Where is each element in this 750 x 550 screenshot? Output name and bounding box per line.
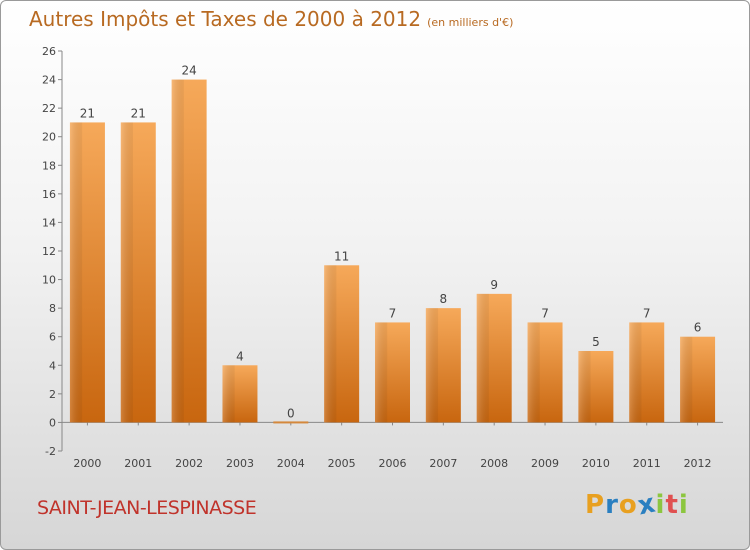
bar-highlight-2010: [578, 351, 591, 423]
commune-name: SAINT-JEAN-LESPINASSE: [37, 497, 257, 519]
logo-letter: t: [665, 490, 679, 520]
data-label-2012: 6: [694, 321, 702, 335]
bar-highlight-2002: [171, 79, 184, 423]
x-tick-label-2007: 2007: [429, 457, 457, 470]
bar-highlight-2003: [222, 365, 235, 423]
y-tick-label: 20: [42, 131, 56, 144]
x-tick-label-2006: 2006: [379, 457, 407, 470]
chart-data-labels: 21 21 24 4 0 11 7 8 9 7 5 7 6: [80, 64, 702, 421]
proxiti-logo: Proxiti: [585, 488, 689, 521]
x-tick-label-2000: 2000: [73, 457, 101, 470]
bar-highlight-2012: [680, 336, 693, 423]
x-tick-label-2003: 2003: [226, 457, 254, 470]
logo-letter: i: [655, 490, 666, 520]
logo-letter: o: [618, 490, 638, 520]
x-tick-label-2011: 2011: [633, 457, 661, 470]
data-label-2002: 24: [181, 64, 196, 78]
x-tick-label-2002: 2002: [175, 457, 203, 470]
x-tick-label-2004: 2004: [277, 457, 305, 470]
x-tick-label-2012: 2012: [684, 457, 712, 470]
y-tick-label: 26: [42, 45, 56, 58]
x-tick-label-2009: 2009: [531, 457, 559, 470]
bar-highlight-2008: [476, 293, 489, 423]
y-tick-label: -2: [45, 445, 56, 458]
x-tick-label-2001: 2001: [124, 457, 152, 470]
y-tick-label: 6: [49, 331, 56, 344]
y-tick-label: 0: [49, 416, 56, 429]
data-label-2008: 9: [490, 278, 498, 292]
data-label-2011: 7: [643, 306, 651, 320]
x-tick-label-2005: 2005: [328, 457, 356, 470]
y-tick-label: 10: [42, 274, 56, 287]
bar-highlight-2000: [69, 122, 83, 423]
bar-highlight-2011: [629, 322, 642, 423]
y-tick-label: 24: [42, 74, 56, 87]
chart-subtitle: (en milliers d'€): [427, 16, 514, 29]
y-tick-label: 18: [42, 159, 56, 172]
data-label-2010: 5: [592, 335, 600, 349]
data-label-2000: 21: [80, 106, 95, 120]
data-label-2003: 4: [236, 349, 244, 363]
x-tick-label-2010: 2010: [582, 457, 610, 470]
data-label-2006: 7: [389, 306, 397, 320]
logo-letter: r: [605, 490, 619, 520]
bar-highlight-2009: [527, 322, 540, 423]
y-tick-label: 8: [49, 302, 56, 315]
logo-letter: i: [678, 490, 689, 520]
y-tick-label: 2: [49, 388, 56, 401]
data-label-2007: 8: [440, 292, 448, 306]
logo-letter: P: [585, 490, 606, 520]
y-tick-label: 4: [49, 359, 56, 372]
y-tick-label: 22: [42, 102, 56, 115]
bar-highlight-2001: [120, 122, 134, 423]
data-label-2004: 0: [287, 406, 295, 420]
chart-title: Autres Impôts et Taxes de 2000 à 2012 (en…: [29, 7, 513, 31]
bar-highlight-2006: [375, 322, 388, 423]
title-text: Autres Impôts et Taxes de 2000 à 2012: [29, 7, 422, 31]
y-tick-label: 16: [42, 188, 56, 201]
bar-2004: [273, 421, 309, 424]
chart-bars: [69, 79, 716, 424]
data-label-2005: 11: [334, 249, 349, 263]
y-tick-label: 14: [42, 216, 56, 229]
data-label-2009: 7: [541, 306, 549, 320]
data-label-2001: 21: [131, 106, 146, 120]
y-tick-label: 12: [42, 245, 56, 258]
x-tick-label-2008: 2008: [480, 457, 508, 470]
bar-highlight-2007: [425, 308, 439, 423]
bar-highlight-2005: [324, 265, 337, 423]
